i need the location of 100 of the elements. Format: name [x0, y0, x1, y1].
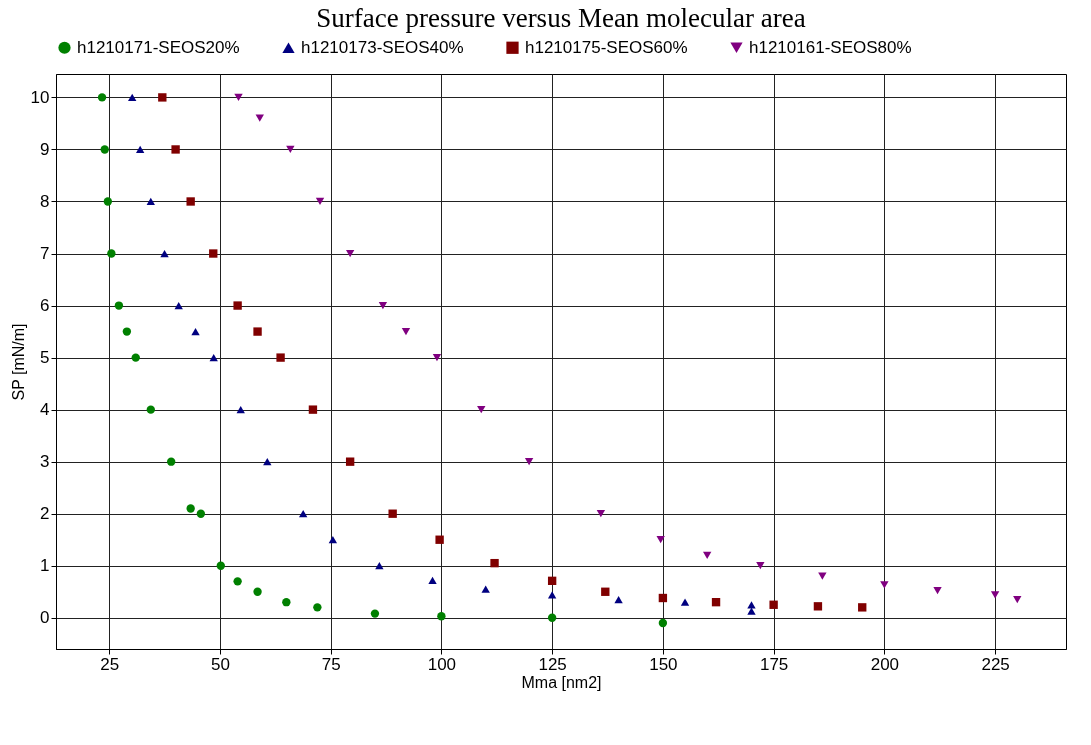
- point: [171, 145, 180, 154]
- legend-label: h1210173-SEOS40%: [301, 37, 464, 57]
- point: [97, 93, 107, 102]
- x-axis-title: Mma [nm2]: [521, 673, 602, 691]
- point: [216, 561, 225, 570]
- point: [186, 504, 195, 513]
- chart-title: Surface pressure versus Mean molecular area: [316, 3, 806, 33]
- legend-label: h1210171-SEOS20%: [77, 37, 240, 57]
- x-tick-label: 150: [649, 654, 678, 674]
- point: [186, 197, 195, 206]
- point: [233, 577, 242, 586]
- point: [233, 301, 242, 310]
- point: [209, 249, 218, 258]
- point: [524, 458, 534, 466]
- x-tick-label: 25: [100, 654, 120, 674]
- point: [547, 576, 557, 586]
- point: [614, 595, 623, 604]
- point: [378, 301, 388, 310]
- point: [481, 585, 490, 593]
- point: [114, 301, 124, 310]
- point: [263, 458, 272, 466]
- y-tick-label: 3: [40, 452, 50, 472]
- point: [315, 197, 325, 206]
- point: [656, 536, 665, 544]
- point: [345, 249, 355, 258]
- point: [490, 558, 499, 568]
- y-tick-label: 10: [30, 87, 50, 107]
- y-tick-label: 6: [40, 296, 50, 316]
- point: [990, 591, 1000, 599]
- point: [1013, 595, 1022, 604]
- point: [933, 587, 942, 595]
- point: [596, 510, 606, 518]
- point: [769, 600, 778, 609]
- point: [428, 576, 437, 584]
- point: [437, 612, 446, 621]
- point: [236, 406, 245, 414]
- x-tick-label: 200: [870, 654, 900, 674]
- point: [401, 327, 411, 336]
- y-tick-label: 7: [40, 244, 50, 264]
- y-axis-title: SP [mN/m]: [9, 323, 27, 401]
- point: [680, 598, 690, 606]
- point: [547, 591, 557, 599]
- point: [547, 613, 557, 622]
- point: [160, 249, 169, 258]
- point: [880, 581, 889, 589]
- point: [818, 572, 827, 580]
- point: [196, 509, 206, 518]
- point: [166, 457, 176, 466]
- point: [131, 353, 140, 362]
- point: [345, 457, 355, 466]
- point: [658, 618, 668, 628]
- point: [388, 509, 397, 518]
- x-tick-label: 175: [759, 654, 789, 674]
- point: [286, 145, 295, 154]
- x-tick-label: 125: [538, 654, 567, 674]
- point: [103, 197, 113, 206]
- point: [313, 603, 322, 612]
- point: [756, 562, 765, 570]
- x-tick-label: 75: [321, 654, 341, 674]
- y-tick-label: 0: [40, 608, 50, 628]
- point: [711, 597, 721, 607]
- legend-label: h1210161-SEOS80%: [749, 37, 912, 57]
- point: [747, 607, 756, 615]
- point: [135, 145, 145, 154]
- point: [308, 405, 318, 414]
- x-tick-label: 225: [981, 654, 1010, 674]
- y-tick-label: 8: [40, 191, 50, 211]
- point: [128, 93, 137, 102]
- point: [209, 353, 218, 362]
- point: [191, 327, 200, 336]
- y-tick-label: 5: [40, 348, 50, 368]
- point: [107, 249, 116, 258]
- y-tick-label: 9: [40, 139, 50, 159]
- point: [435, 535, 444, 544]
- point: [477, 406, 486, 414]
- point: [813, 602, 823, 611]
- point: [253, 327, 262, 336]
- point: [601, 587, 610, 596]
- y-tick-label: 1: [40, 556, 50, 576]
- point: [370, 609, 380, 618]
- point: [100, 145, 109, 154]
- point: [432, 353, 442, 362]
- point: [253, 587, 262, 596]
- point: [234, 93, 243, 102]
- point: [146, 405, 155, 414]
- y-tick-label: 4: [40, 400, 50, 420]
- point: [858, 603, 867, 612]
- point: [328, 536, 338, 544]
- point: [299, 510, 308, 518]
- legend-label: h1210175-SEOS60%: [525, 37, 688, 57]
- x-tick-label: 50: [210, 654, 230, 674]
- y-tick-label: 2: [40, 504, 50, 524]
- point: [658, 593, 668, 603]
- point: [375, 562, 384, 570]
- x-tick-label: 100: [427, 654, 457, 674]
- point: [255, 114, 264, 122]
- point: [158, 93, 167, 102]
- point: [276, 353, 285, 362]
- point: [146, 197, 155, 206]
- point: [122, 327, 132, 336]
